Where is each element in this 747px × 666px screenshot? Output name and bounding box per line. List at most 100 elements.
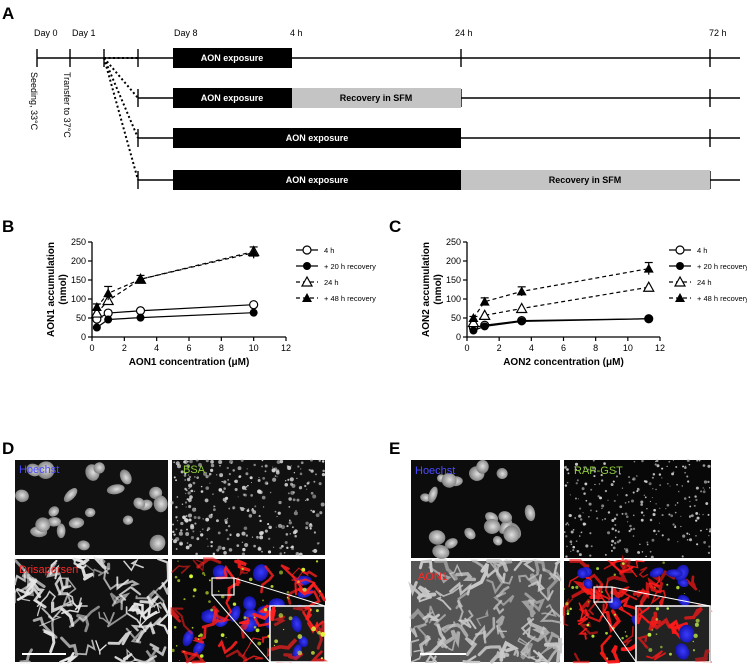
punctum: [683, 593, 685, 595]
punctum: [656, 464, 660, 468]
punctum: [707, 513, 710, 516]
signal-strand: [418, 559, 433, 573]
punctum: [292, 498, 296, 502]
y-tick-label: 100: [446, 294, 461, 304]
punctum: [571, 585, 575, 589]
signal-strand: [441, 623, 469, 638]
punctum: [653, 529, 656, 533]
punctum: [301, 567, 306, 572]
nucleus: [229, 605, 241, 622]
nucleus: [678, 624, 695, 643]
punctum: [311, 525, 313, 527]
y-axis-label: AON2 accumulation: [421, 242, 432, 337]
punctum: [655, 533, 658, 535]
signal-strand: [442, 629, 461, 648]
punctum: [288, 521, 292, 525]
punctum: [253, 616, 256, 619]
punctum: [570, 550, 572, 552]
row1-ticks: [36, 49, 711, 67]
punctum: [286, 596, 289, 599]
punctum: [207, 527, 211, 531]
data-point: [302, 245, 312, 255]
punctum: [587, 468, 589, 470]
data-point: [135, 274, 146, 284]
signal-strand: [607, 644, 621, 664]
punctum: [188, 518, 192, 522]
punctum: [604, 489, 608, 493]
punctum: [284, 483, 289, 487]
punctum: [662, 561, 665, 564]
punctum: [666, 607, 670, 610]
signal-strand: [136, 621, 156, 643]
punctum: [592, 459, 595, 462]
d-zoom-line-bottom: [211, 594, 271, 663]
signal-strand: [638, 566, 649, 578]
punctum: [613, 517, 617, 520]
punctum: [649, 550, 652, 553]
punctum: [210, 608, 214, 612]
signal-strand: [532, 649, 544, 664]
x-tick-label: 0: [464, 343, 469, 353]
punctum: [297, 465, 300, 468]
punctum: [682, 465, 685, 468]
signal-strand: [123, 558, 144, 572]
x-tick-label: 8: [219, 343, 224, 353]
punctum: [247, 484, 249, 487]
punctum: [279, 570, 284, 575]
row3-exposure-bar: [173, 128, 461, 148]
d-drisapersen-signal: [13, 555, 170, 665]
signal-strand: [435, 584, 464, 598]
punctum: [185, 545, 190, 550]
punctum: [187, 491, 191, 495]
punctum: [275, 469, 280, 473]
nucleus: [149, 534, 166, 552]
punctum: [572, 549, 575, 552]
punctum: [320, 657, 323, 660]
data-point: [104, 315, 113, 324]
punctum: [686, 458, 690, 462]
punctum: [672, 459, 675, 461]
punctum: [636, 475, 638, 477]
series-line: [96, 312, 254, 328]
nucleus: [182, 630, 194, 647]
y-tick-label: 0: [456, 332, 461, 342]
punctum: [625, 494, 628, 497]
punctum: [607, 511, 611, 514]
punctum: [584, 523, 587, 525]
punctum: [223, 487, 226, 490]
signal-strand: [448, 563, 463, 581]
panel-e-micrographs: Hoechst RAP-GST AON1: [408, 458, 713, 664]
punctum: [217, 531, 221, 535]
signal-strand: [114, 652, 133, 664]
punctum: [703, 488, 705, 490]
punctum: [569, 607, 572, 611]
nucleus: [432, 544, 450, 559]
punctum: [185, 492, 187, 495]
x-tick-label: 10: [623, 343, 633, 353]
signal-strand: [695, 649, 710, 662]
signal-strand: [647, 577, 664, 594]
punctum: [601, 504, 605, 508]
punctum: [574, 517, 577, 519]
punctum: [279, 546, 282, 550]
punctum: [263, 607, 268, 612]
punctum: [319, 511, 323, 515]
punctum: [623, 548, 626, 550]
punctum: [170, 501, 174, 505]
punctum: [176, 464, 182, 469]
punctum: [614, 524, 617, 527]
punctum: [675, 466, 678, 469]
punctum: [276, 460, 281, 464]
punctum: [188, 504, 192, 509]
x-tick-label: 4: [154, 343, 159, 353]
punctum: [642, 514, 645, 517]
row4-recovery-bar: [461, 170, 710, 190]
punctum: [272, 477, 277, 482]
punctum: [610, 483, 614, 486]
punctum: [229, 533, 232, 536]
punctum: [686, 539, 689, 541]
punctum: [604, 518, 607, 520]
punctum: [644, 496, 647, 499]
signal-strand: [521, 599, 536, 618]
signal-strand: [416, 623, 431, 646]
